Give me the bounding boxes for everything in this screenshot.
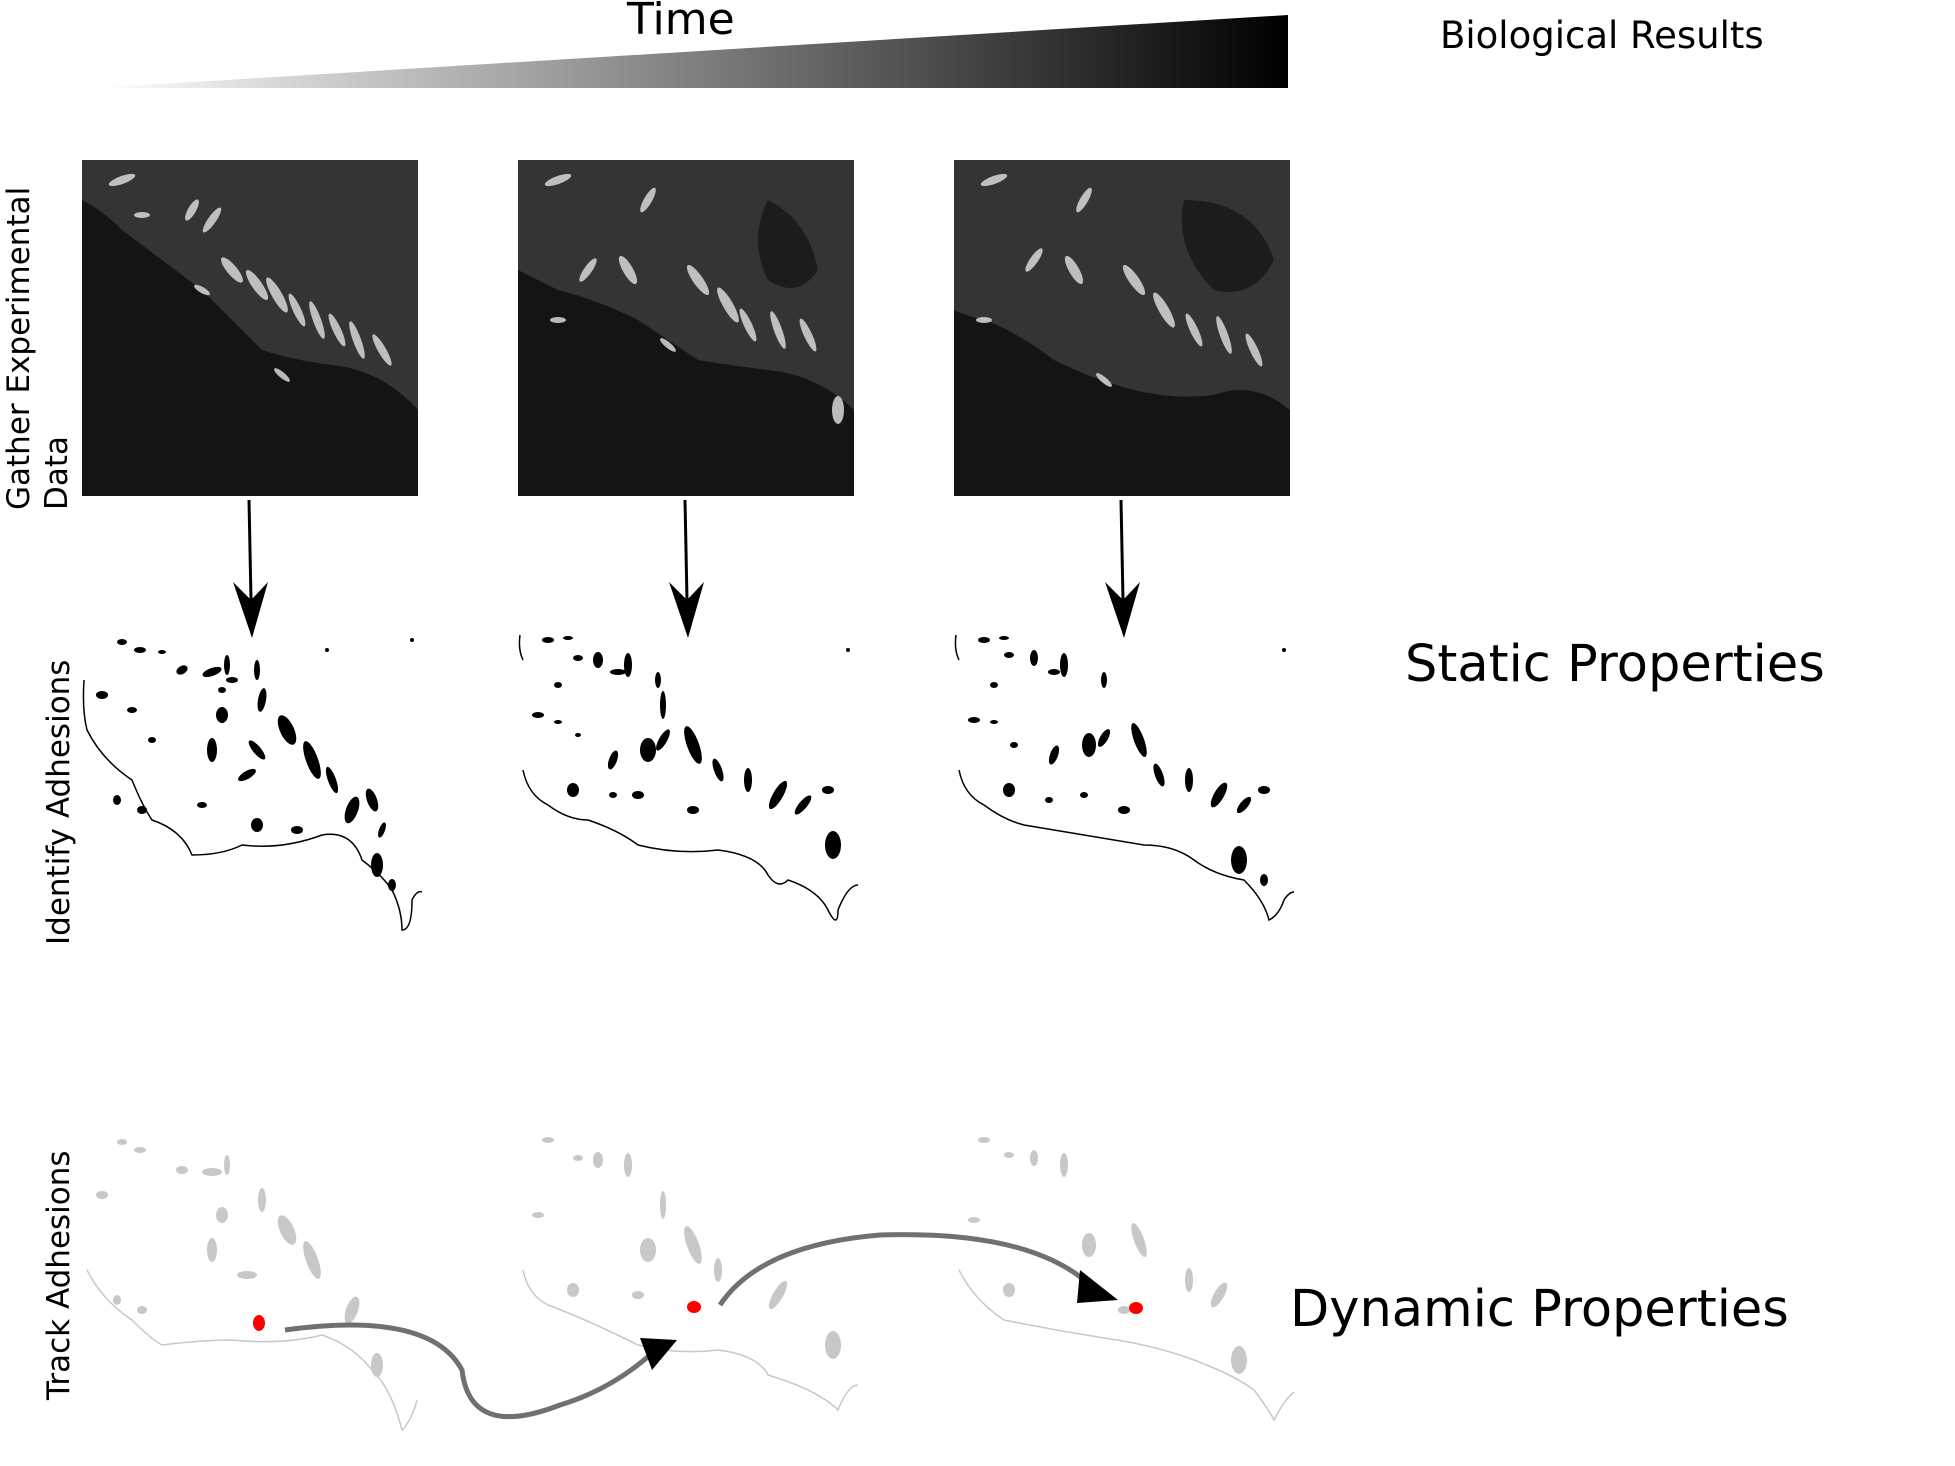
tracked-adhesion-frame-3	[1129, 1302, 1143, 1314]
microscopy-frame-3	[954, 160, 1290, 496]
tracking-frame-1	[82, 1130, 418, 1466]
tracking-frame-2	[518, 1130, 858, 1466]
microscopy-frame-2	[518, 160, 854, 496]
segmentation-mask-2	[518, 630, 858, 966]
time-gradient-wedge	[95, 15, 1288, 88]
biological-results-label: Biological Results	[1440, 14, 1764, 57]
tracking-frame-3	[954, 1130, 1294, 1466]
row-label-track-adhesions: Track Adhesions	[41, 1150, 77, 1400]
dynamic-properties-label: Dynamic Properties	[1290, 1280, 1789, 1339]
row-label-gather-data: Gather Experimental Data	[1, 186, 75, 510]
microscopy-frame-1	[82, 160, 418, 496]
time-label: Time	[627, 0, 735, 45]
static-properties-label: Static Properties	[1405, 635, 1825, 694]
tracked-adhesion-frame-2	[687, 1301, 701, 1313]
segmentation-mask-1	[82, 630, 422, 966]
row-label-identify-adhesions: Identify Adhesions	[41, 659, 77, 945]
tracked-adhesion-frame-1	[253, 1315, 265, 1331]
segmentation-mask-3	[954, 630, 1294, 966]
